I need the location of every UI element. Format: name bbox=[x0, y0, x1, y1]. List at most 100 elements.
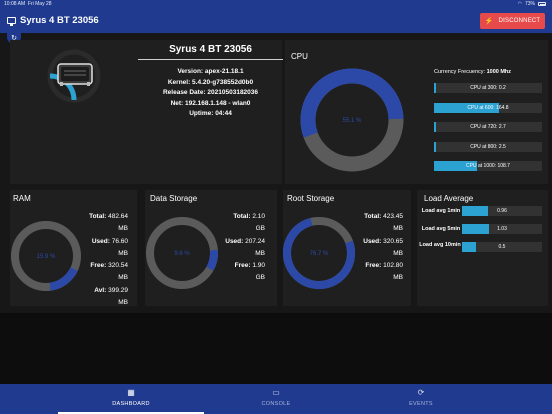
root-storage-ring-used bbox=[283, 217, 355, 289]
active-tab-indicator bbox=[58, 412, 204, 414]
app-header: Syrus 4 BT 23056 ⚡ DISCONNECT bbox=[0, 9, 552, 33]
stat-line: Used: 207.24 bbox=[225, 237, 265, 245]
load-bar-fill bbox=[462, 242, 476, 252]
stat-line: Total: 2.10 bbox=[233, 213, 265, 220]
stat-line: Total: 423.45 bbox=[364, 213, 403, 220]
stat-line: GB bbox=[255, 274, 265, 282]
data-storage-ring: 9.6 % bbox=[146, 217, 218, 289]
stat-line: MB bbox=[118, 249, 128, 257]
cpu-bar-fill bbox=[434, 83, 436, 93]
device-name: Syrus 4 BT 23056 bbox=[138, 44, 283, 60]
cpu-bar-fill bbox=[434, 161, 478, 171]
cpu-bar-label: CPU at 1000: 108.7 bbox=[466, 163, 510, 169]
stat-line: MB bbox=[118, 299, 128, 307]
load-bar: 0.5 bbox=[462, 242, 542, 252]
stat-line: Avl: 399.29 bbox=[94, 286, 128, 294]
device-release-date: Release Date: 20210503182036 bbox=[162, 89, 259, 96]
load-bar: 1.03 bbox=[462, 224, 542, 234]
events-icon: ⟳ bbox=[417, 388, 425, 397]
stat-line: MB bbox=[393, 274, 403, 282]
cpu-bar-fill bbox=[434, 122, 436, 132]
stat-line: Free: 102.80 bbox=[365, 262, 403, 270]
load-label: Load avg 10min bbox=[419, 242, 461, 248]
ram-title: RAM bbox=[13, 194, 31, 203]
data-storage-stat-lines: Total: 2.10 GB Used: 207.24 MB Free: 1.90 GB bbox=[222, 211, 265, 285]
stat-line: MB bbox=[118, 274, 128, 282]
load-bar-value: 0.5 bbox=[498, 244, 506, 250]
ram-usage-label: 15.9 % bbox=[37, 254, 56, 260]
device-kernel: Kernel: 5.4.20-g738552d0b0 bbox=[167, 78, 254, 86]
stat-line: Free: 1.90 bbox=[234, 262, 265, 270]
device-net: Net: 192.168.1.148 - wlan0 bbox=[170, 99, 251, 107]
root-storage-title: Root Storage bbox=[287, 194, 335, 203]
data-storage-title: Data Storage bbox=[150, 194, 198, 203]
cpu-bar-label: CPU at 600: 164.8 bbox=[467, 104, 509, 111]
load-bar-value: 0.96 bbox=[497, 208, 507, 214]
load-label: Load avg 5min bbox=[421, 226, 461, 232]
cpu-ring: 55.1 % bbox=[300, 68, 404, 172]
cpu-bar-fill bbox=[434, 102, 499, 113]
stat-line: Used: 76.60 bbox=[91, 237, 128, 245]
cpu-bar: CPU at 600: 164.8 bbox=[434, 102, 542, 113]
wifi-icon: ◠ bbox=[517, 1, 522, 7]
tab-events-label: EVENTS bbox=[409, 401, 433, 407]
stat-line: MB bbox=[393, 225, 403, 233]
status-time: 10:08 AM Fri May 28 bbox=[4, 1, 52, 7]
stat-line: MB bbox=[118, 225, 128, 233]
device-info: Syrus 4 BT 23056 Version: apex-21.18.1 K… bbox=[138, 44, 283, 120]
stat-line: MB bbox=[255, 249, 265, 257]
stat-line: Free: 320.54 bbox=[90, 262, 128, 270]
battery-percent: 73% bbox=[524, 1, 535, 7]
plug-icon: ⚡ bbox=[484, 18, 494, 25]
tab-dashboard-label: DASHBOARD bbox=[112, 401, 150, 407]
cpu-bar-label: CPU at 720: 2.7 bbox=[470, 124, 506, 130]
root-storage-ring: 76.7 % bbox=[283, 217, 355, 289]
data-storage-usage-label: 9.6 % bbox=[174, 251, 190, 257]
load-average-title: Load Average bbox=[424, 194, 474, 203]
console-icon: ▭ bbox=[272, 388, 280, 397]
root-storage-stat-lines: Total: 423.45 MB Used: 320.65 MB Free: 102.8… bbox=[358, 211, 403, 285]
ram-stat-lines: Total: 482.64 MB Used: 76.60 MB Free: 320.54… bbox=[84, 211, 128, 309]
cpu-bar: CPU at 1000: 108.7 bbox=[434, 161, 542, 171]
battery-icon bbox=[538, 2, 546, 6]
load-bar-value: 1.03 bbox=[497, 226, 507, 232]
tab-console[interactable]: ▭ CONSOLE bbox=[203, 384, 349, 414]
load-bar: 0.96 bbox=[462, 206, 542, 216]
status-right: ◠ 73% bbox=[518, 1, 546, 7]
disconnect-label: DISCONNECT bbox=[498, 18, 541, 24]
ram-ring: 15.9 % bbox=[11, 221, 81, 291]
page-title: Syrus 4 BT 23056 bbox=[20, 15, 99, 26]
device-uptime: Uptime: 04:44 bbox=[189, 110, 232, 117]
stat-line: MB bbox=[393, 249, 403, 257]
cpu-bar-label: CPU at 300: 0.2 bbox=[470, 85, 506, 91]
status-bar: 10:08 AM Fri May 28 ◠ 73% bbox=[0, 0, 552, 9]
ram-ring-used bbox=[11, 221, 81, 291]
disconnect-button[interactable]: ⚡ DISCONNECT bbox=[480, 13, 545, 29]
tab-console-label: CONSOLE bbox=[261, 401, 291, 407]
load-label: Load avg 1min bbox=[421, 208, 461, 214]
root-storage-usage-label: 76.7 % bbox=[310, 251, 329, 257]
stat-line: Used: 320.65 bbox=[363, 237, 403, 245]
load-bar-fill bbox=[462, 206, 488, 216]
cpu-title: CPU bbox=[291, 52, 308, 61]
cpu-frequency: Currency Frecuency: 1000 Mhz bbox=[434, 69, 512, 75]
dashboard-icon: ▦ bbox=[127, 388, 135, 397]
refresh-icon: ↻ bbox=[11, 35, 17, 42]
load-bar-fill bbox=[462, 224, 490, 234]
cpu-bar-fill bbox=[434, 141, 436, 152]
device-image bbox=[57, 63, 93, 86]
monitor-icon bbox=[7, 17, 16, 26]
cpu-bar: CPU at 720: 2.7 bbox=[434, 122, 542, 132]
cpu-bar: CPU at 800: 2.5 bbox=[434, 141, 542, 152]
stat-line: GB bbox=[255, 225, 265, 233]
device-visual bbox=[47, 49, 101, 103]
cpu-usage-label: 55.1 % bbox=[343, 118, 362, 124]
cpu-bar-label: CPU at 800: 2.5 bbox=[470, 143, 506, 150]
stat-line: Total: 482.64 bbox=[89, 213, 128, 220]
tab-dashboard[interactable]: ▦ DASHBOARD bbox=[58, 384, 204, 414]
ram-ring-free bbox=[11, 221, 81, 291]
tab-bar: ▦ DASHBOARD ▭ CONSOLE ⟳ EVENTS bbox=[0, 384, 552, 414]
tab-events[interactable]: ⟳ EVENTS bbox=[348, 384, 494, 414]
device-version: Version: apex-21.18.1 bbox=[177, 68, 244, 75]
cpu-bar: CPU at 300: 0.2 bbox=[434, 83, 542, 93]
